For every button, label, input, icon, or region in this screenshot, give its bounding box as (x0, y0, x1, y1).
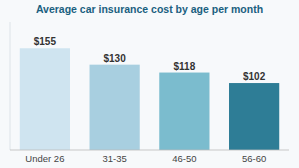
x-tick-label: Under 26 (25, 153, 64, 164)
data-label: $102 (243, 71, 266, 82)
bar (20, 48, 70, 150)
bar (90, 65, 140, 150)
data-label: $130 (104, 53, 127, 64)
x-tick-label: 56-60 (242, 153, 266, 164)
bars (20, 48, 279, 150)
background (0, 0, 299, 168)
bar (159, 73, 209, 150)
bar (229, 83, 279, 150)
x-axis-line (10, 150, 289, 151)
data-label: $118 (174, 61, 196, 72)
x-tick-label: 31-35 (102, 153, 126, 164)
chart: Average car insurance cost by age per mo… (0, 0, 299, 168)
x-tick-label: 46-50 (172, 153, 196, 164)
title: Average car insurance cost by age per mo… (36, 3, 263, 15)
data-label: $155 (34, 36, 57, 47)
y-axis-line (10, 22, 11, 150)
